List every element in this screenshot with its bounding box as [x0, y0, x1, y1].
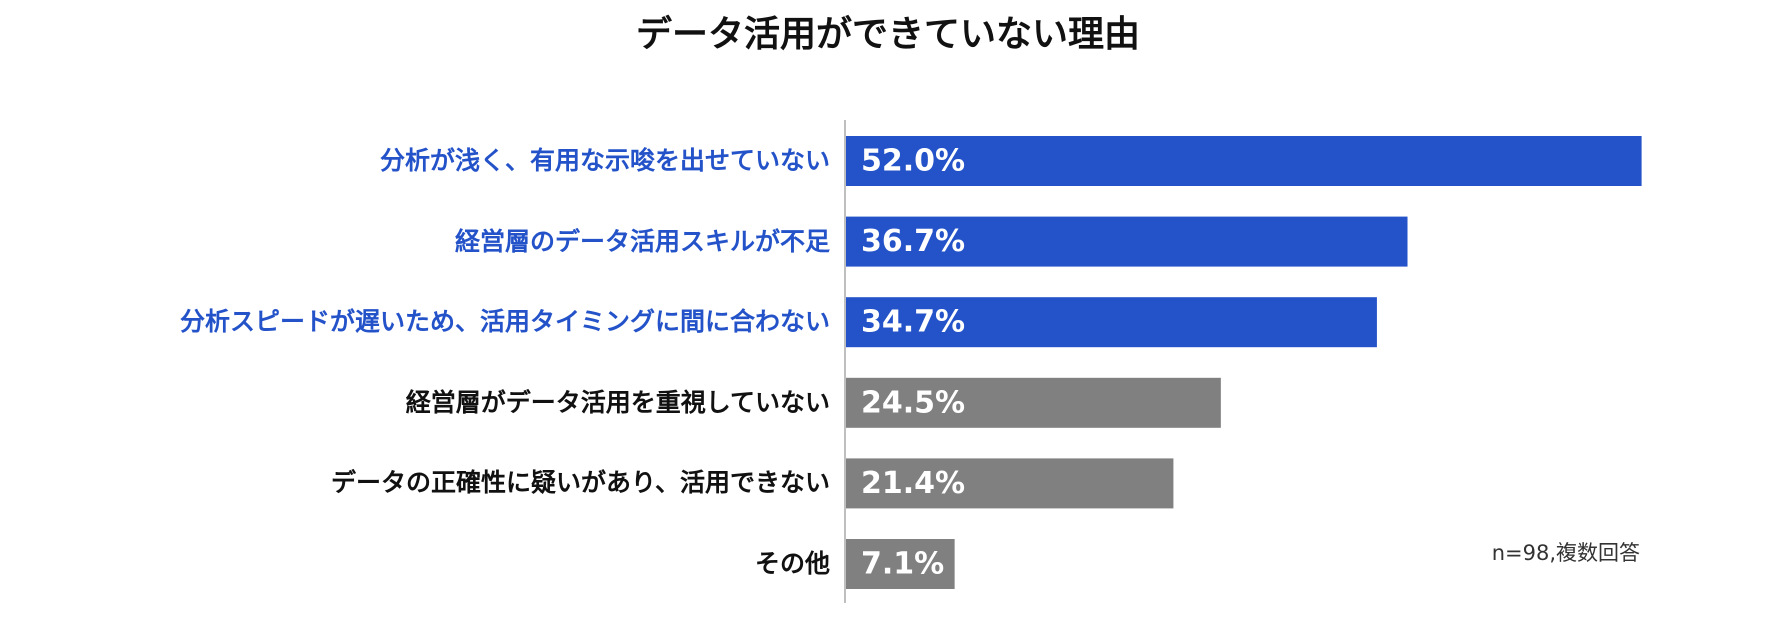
category-label-6: その他 — [754, 549, 830, 578]
bar-5 — [846, 458, 1174, 509]
bar-6 — [846, 539, 955, 589]
bar-3 — [846, 297, 1377, 348]
bar-value-label-6: 7.1% — [861, 547, 944, 582]
category-label-4: 経営層がデータ活用を重視していない — [405, 387, 830, 417]
chart-title: データ活用ができていない理由 — [635, 14, 1140, 55]
sample-note: n=98,複数回答 — [1491, 541, 1640, 565]
category-label-1: 分析が浅く、有用な示唆を出せていない — [379, 146, 830, 175]
bar-4 — [846, 377, 1221, 428]
category-label-2: 経営層のデータ活用スキルが不足 — [454, 226, 830, 256]
bar-1 — [846, 136, 1642, 186]
bar-value-label-5: 21.4% — [861, 466, 965, 501]
bar-value-label-1: 52.0% — [861, 144, 965, 179]
bar-2 — [846, 216, 1408, 267]
bar-value-label-4: 24.5% — [861, 385, 965, 420]
bar-value-label-2: 36.7% — [861, 224, 965, 259]
category-label-5: データの正確性に疑いがあり、活用できない — [330, 468, 830, 498]
bar-value-label-3: 34.7% — [861, 305, 965, 340]
category-label-3: 分析スピードが遅いため、活用タイミングに間に合わない — [179, 307, 830, 337]
